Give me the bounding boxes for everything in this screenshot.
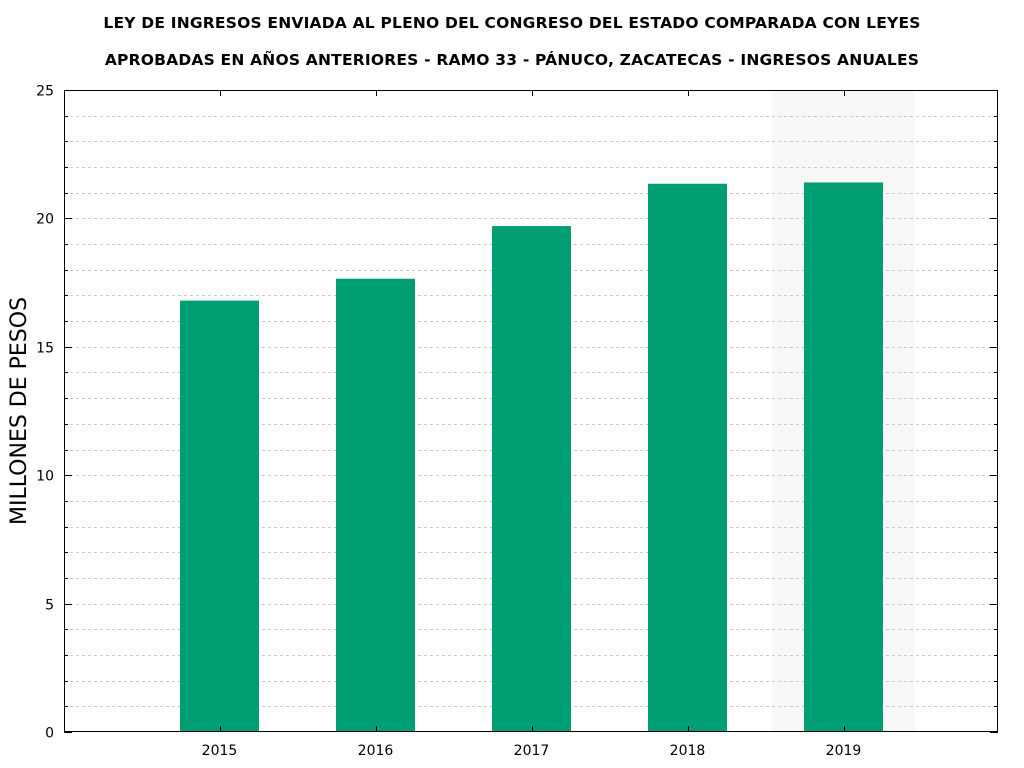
x-tick-label-2018: 2018 bbox=[670, 743, 706, 759]
axes-layer bbox=[64, 90, 998, 733]
bar-2016 bbox=[336, 278, 415, 732]
y-tick-label: 15 bbox=[36, 341, 54, 357]
y-tick-label: 10 bbox=[36, 469, 54, 485]
bar-2019 bbox=[804, 182, 883, 732]
y-axis-title: MILLONES DE PESOS bbox=[7, 297, 32, 525]
plot-frame bbox=[64, 90, 998, 732]
y-tick-label: 0 bbox=[45, 726, 54, 742]
bar-2017 bbox=[492, 226, 571, 732]
x-tick-label-2017: 2017 bbox=[514, 743, 550, 759]
bar-2015 bbox=[180, 300, 259, 732]
x-tick-label-2019: 2019 bbox=[826, 743, 862, 759]
y-tick-label: 5 bbox=[45, 598, 54, 614]
y-tick-label: 25 bbox=[36, 84, 54, 100]
chart-title-line-1: LEY DE INGRESOS ENVIADA AL PLENO DEL CON… bbox=[103, 14, 921, 32]
y-tick-label: 20 bbox=[36, 212, 54, 228]
chart-title-line-2: APROBADAS EN AÑOS ANTERIORES - RAMO 33 -… bbox=[104, 51, 920, 69]
bar-2018 bbox=[648, 183, 727, 732]
x-tick-label-2016: 2016 bbox=[358, 743, 394, 759]
bars-layer bbox=[180, 182, 883, 732]
x-tick-label-2015: 2015 bbox=[202, 743, 238, 759]
labels-layer: 0 5 10 15 20 25 2015 2016 2017 2018 2019 MILLONES D… bbox=[7, 84, 861, 760]
